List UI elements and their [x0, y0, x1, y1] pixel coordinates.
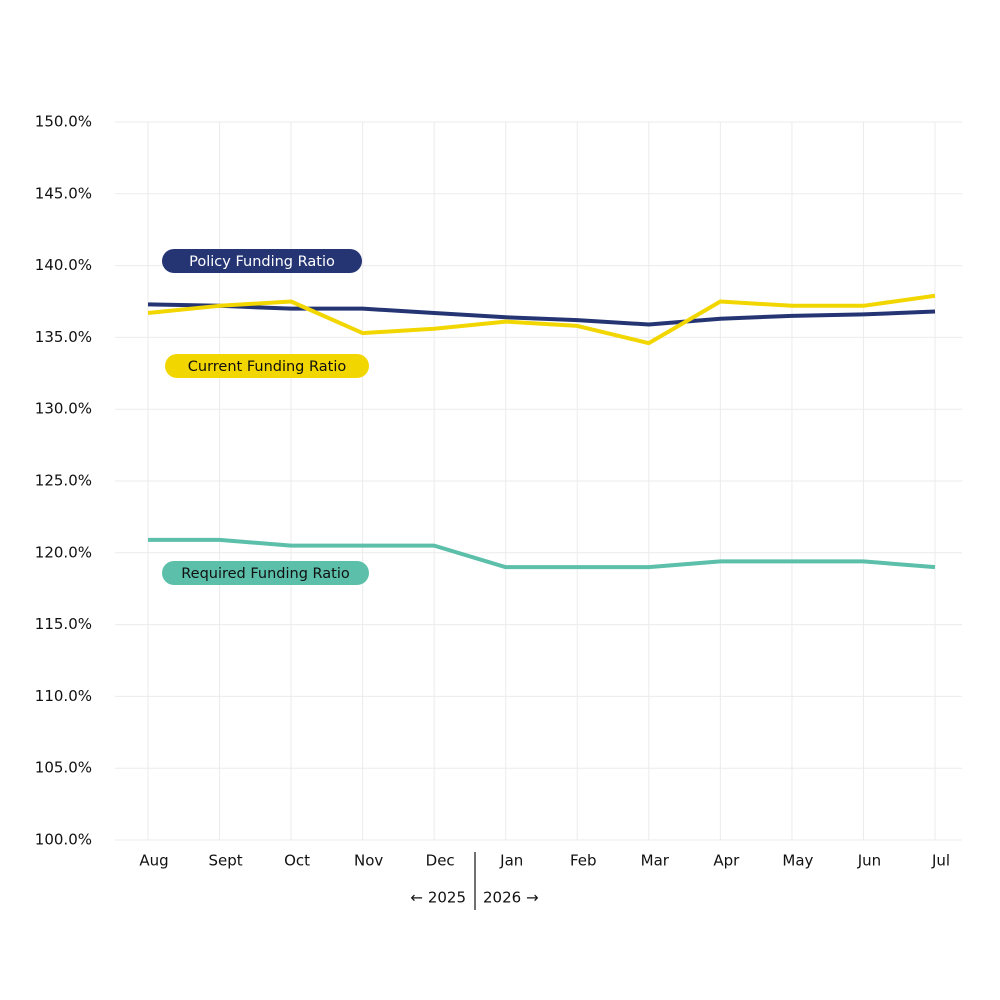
y-tick-label: 105.0%	[35, 759, 92, 777]
y-tick-label: 115.0%	[35, 615, 92, 633]
y-tick-label: 135.0%	[35, 328, 92, 346]
y-tick-label: 150.0%	[35, 113, 92, 131]
year-annotation: ← 2025	[410, 889, 466, 907]
y-tick-label: 145.0%	[35, 184, 92, 202]
y-tick-label: 130.0%	[35, 400, 92, 418]
year-annotation: 2026 →	[483, 889, 539, 907]
legend-pill	[165, 354, 369, 378]
x-tick-label: Oct	[284, 852, 310, 870]
y-tick-label: 120.0%	[35, 543, 92, 561]
series-line	[147, 302, 936, 327]
legend-pill	[162, 561, 369, 585]
x-tick-label: Dec	[426, 852, 455, 870]
x-tick-label: Feb	[570, 852, 597, 870]
x-tick-label: Jan	[499, 852, 523, 870]
x-tick-label: Jul	[931, 852, 950, 870]
series-line	[148, 537, 936, 570]
x-tick-label: Jun	[857, 852, 881, 870]
y-tick-label: 110.0%	[35, 687, 92, 705]
x-tick-label: Sept	[208, 852, 242, 870]
x-tick-label: Aug	[139, 852, 168, 870]
y-tick-label: 125.0%	[35, 472, 92, 490]
y-tick-label: 100.0%	[35, 831, 92, 849]
y-tick-label: 140.0%	[35, 256, 92, 274]
legend-label: Policy Funding Ratio	[189, 254, 335, 270]
x-tick-label: Apr	[713, 852, 740, 870]
legend-pill	[162, 249, 362, 273]
x-tick-label: May	[782, 852, 813, 870]
x-tick-label: Mar	[641, 852, 670, 870]
legend-label: Required Funding Ratio	[181, 566, 350, 582]
series-line	[147, 293, 936, 346]
legend-label: Current Funding Ratio	[188, 359, 347, 375]
x-tick-label: Nov	[354, 852, 383, 870]
